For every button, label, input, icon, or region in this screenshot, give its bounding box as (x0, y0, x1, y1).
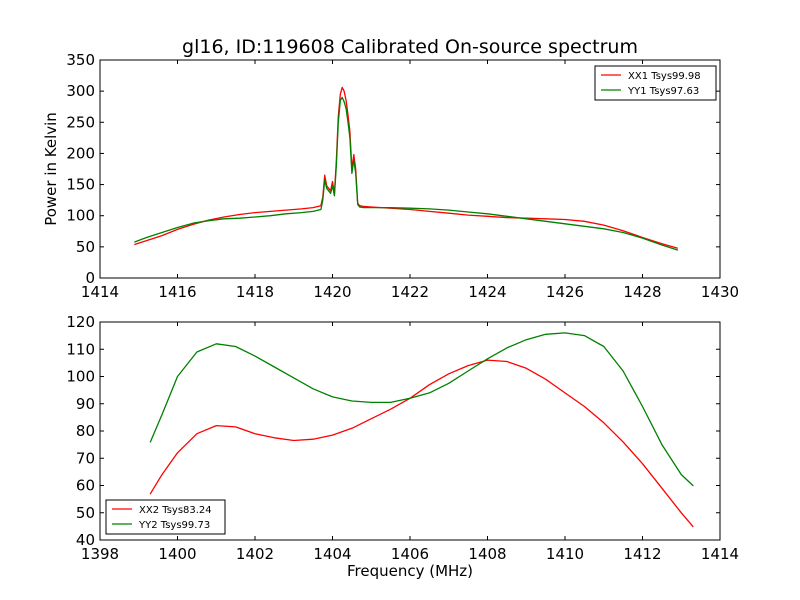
x-tick-label: 1420 (313, 283, 351, 301)
x-tick-label: 1422 (391, 283, 429, 301)
y-tick-label: 100 (66, 207, 95, 225)
legend-entry-label: YY2 Tsys99.73 (138, 520, 210, 531)
x-tick-label: 1398 (81, 545, 119, 563)
x-tick-label: 1404 (313, 545, 351, 563)
x-tick-label: 1416 (158, 283, 196, 301)
y-tick-label: 0 (85, 269, 95, 287)
y-tick-label: 50 (76, 504, 95, 522)
y-tick-label: 40 (76, 531, 95, 549)
x-tick-label: 1430 (701, 283, 739, 301)
legend: XX2 Tsys83.24 YY2 Tsys99.73 (105, 499, 226, 535)
y-tick-label: 80 (76, 422, 95, 440)
y-tick-label: 60 (76, 477, 95, 495)
x-tick-label: 1424 (468, 283, 506, 301)
y-tick-label: 50 (76, 238, 95, 256)
y-tick-label: 100 (66, 368, 95, 386)
series-line-2-2 (149, 332, 694, 487)
x-tick-label: 1428 (623, 283, 661, 301)
x-tick-label: 1412 (623, 545, 661, 563)
x-tick-label: 1400 (158, 545, 196, 563)
plot-layer: 1414 1416 1418 1420 1422 1424 1426 1428 14300501… (66, 51, 739, 563)
x-tick-label: 1414 (81, 283, 119, 301)
y-tick-label: 350 (66, 51, 95, 69)
x-tick-label: 1402 (236, 545, 274, 563)
plot-panel-2: 1398 1400 1402 1404 1406 1408 1410 1412 1414 40 50… (66, 313, 739, 563)
chart-title: gl16, ID:119608 Calibrated On-source spe… (182, 36, 638, 58)
y-tick-label: 150 (66, 176, 95, 194)
x-axis-label-bottom: Frequency (MHz) (347, 562, 473, 580)
legend-box (105, 499, 226, 535)
y-tick-label: 110 (66, 340, 95, 358)
x-tick-label: 1414 (701, 545, 739, 563)
y-tick-label: 70 (76, 449, 95, 467)
legend-entry-label: XX2 Tsys83.24 (139, 505, 212, 516)
x-tick-label: 1410 (546, 545, 584, 563)
series-line-1-2 (134, 96, 679, 251)
series-line-2-1 (149, 359, 694, 528)
y-tick-label: 250 (66, 113, 95, 131)
legend-entry-label: YY1 Tsys97.63 (627, 86, 699, 97)
legend: XX1 Tsys99.98 YY1 Tsys97.63 (594, 65, 717, 101)
x-tick-label: 1406 (391, 545, 429, 563)
x-tick-label: 1418 (236, 283, 274, 301)
y-axis-label-top: Power in Kelvin (42, 112, 60, 226)
legend-entry-label: XX1 Tsys99.98 (628, 71, 701, 82)
y-tick-label: 200 (66, 144, 95, 162)
x-tick-label: 1426 (546, 283, 584, 301)
y-tick-label: 300 (66, 82, 95, 100)
legend-box (594, 65, 717, 101)
x-tick-label: 1408 (468, 545, 506, 563)
y-tick-label: 120 (66, 313, 95, 331)
plot-panel-1: 1414 1416 1418 1420 1422 1424 1426 1428 1430 0 50 1… (66, 51, 739, 301)
y-tick-label: 90 (76, 395, 95, 413)
